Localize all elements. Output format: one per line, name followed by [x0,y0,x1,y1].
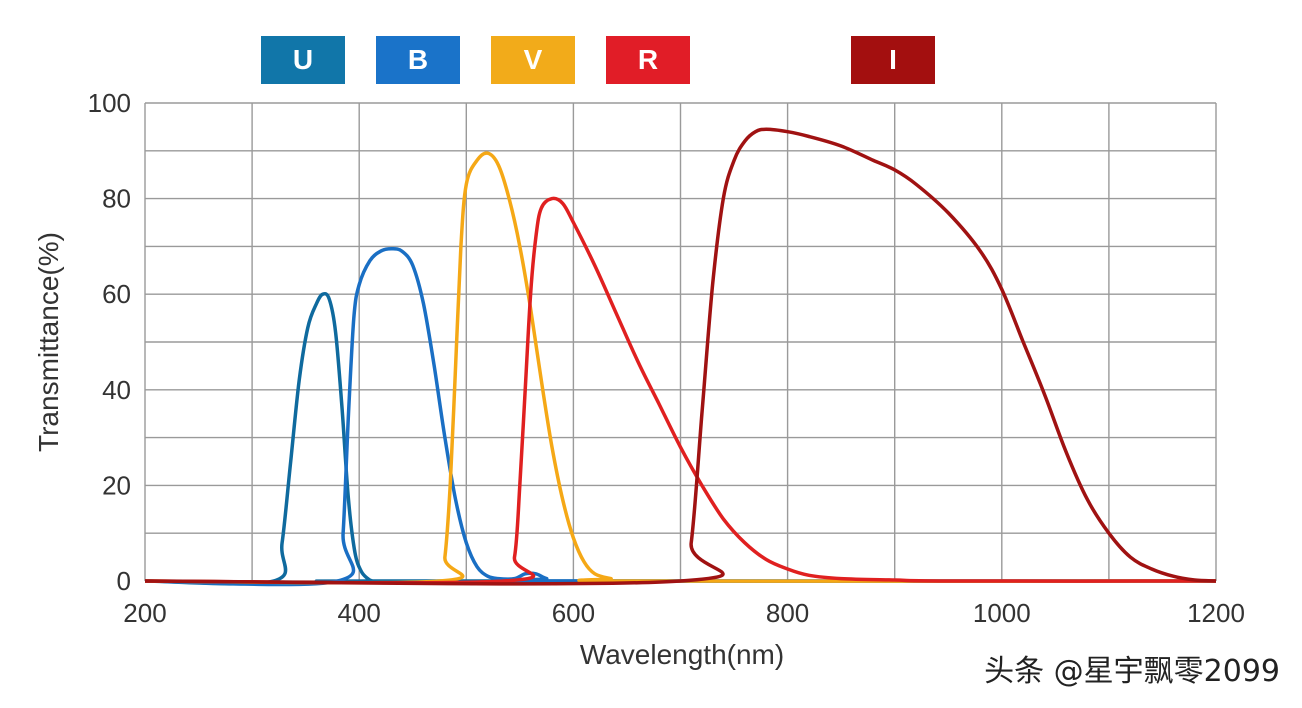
x-tick-label: 1000 [973,598,1031,628]
legend-i: I [851,36,935,84]
y-tick-label: 100 [88,88,131,118]
series-curves [144,127,1217,587]
x-tick-label: 1200 [1187,598,1245,628]
x-tick-label: 600 [552,598,595,628]
tick-labels: 200 400 600 800 1000 1200 0 20 40 60 80 100 [88,88,1245,628]
legend-r: R [606,36,690,84]
watermark: 头条 @星宇飘零2099 [984,654,1280,689]
y-tick-label: 80 [102,184,131,214]
legend-u: U [261,36,345,84]
y-axis-title: Transmittance(%) [33,232,64,452]
series-line-v [144,151,1217,585]
x-tick-label: 200 [123,598,166,628]
x-axis-title: Wavelength(nm) [580,639,784,670]
y-tick-label: 20 [102,470,131,500]
legend-b: B [376,36,460,84]
legend-v: V [491,36,575,84]
series-line-b [144,247,1217,587]
y-tick-label: 40 [102,375,131,405]
series-line-i [144,127,1217,586]
y-tick-label: 0 [117,566,131,596]
series-line-r [144,196,1217,585]
x-tick-label: 800 [766,598,809,628]
y-tick-label: 60 [102,279,131,309]
x-tick-label: 400 [338,598,381,628]
